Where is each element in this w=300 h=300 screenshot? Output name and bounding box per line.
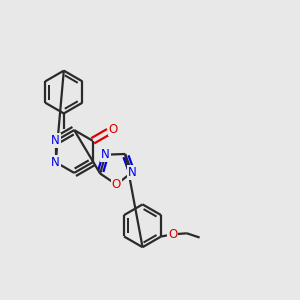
Text: N: N	[128, 166, 136, 179]
Text: N: N	[51, 134, 60, 147]
Text: O: O	[109, 122, 118, 136]
Text: O: O	[112, 178, 121, 191]
Text: N: N	[51, 156, 60, 169]
Text: O: O	[168, 228, 178, 241]
Text: N: N	[101, 148, 110, 161]
